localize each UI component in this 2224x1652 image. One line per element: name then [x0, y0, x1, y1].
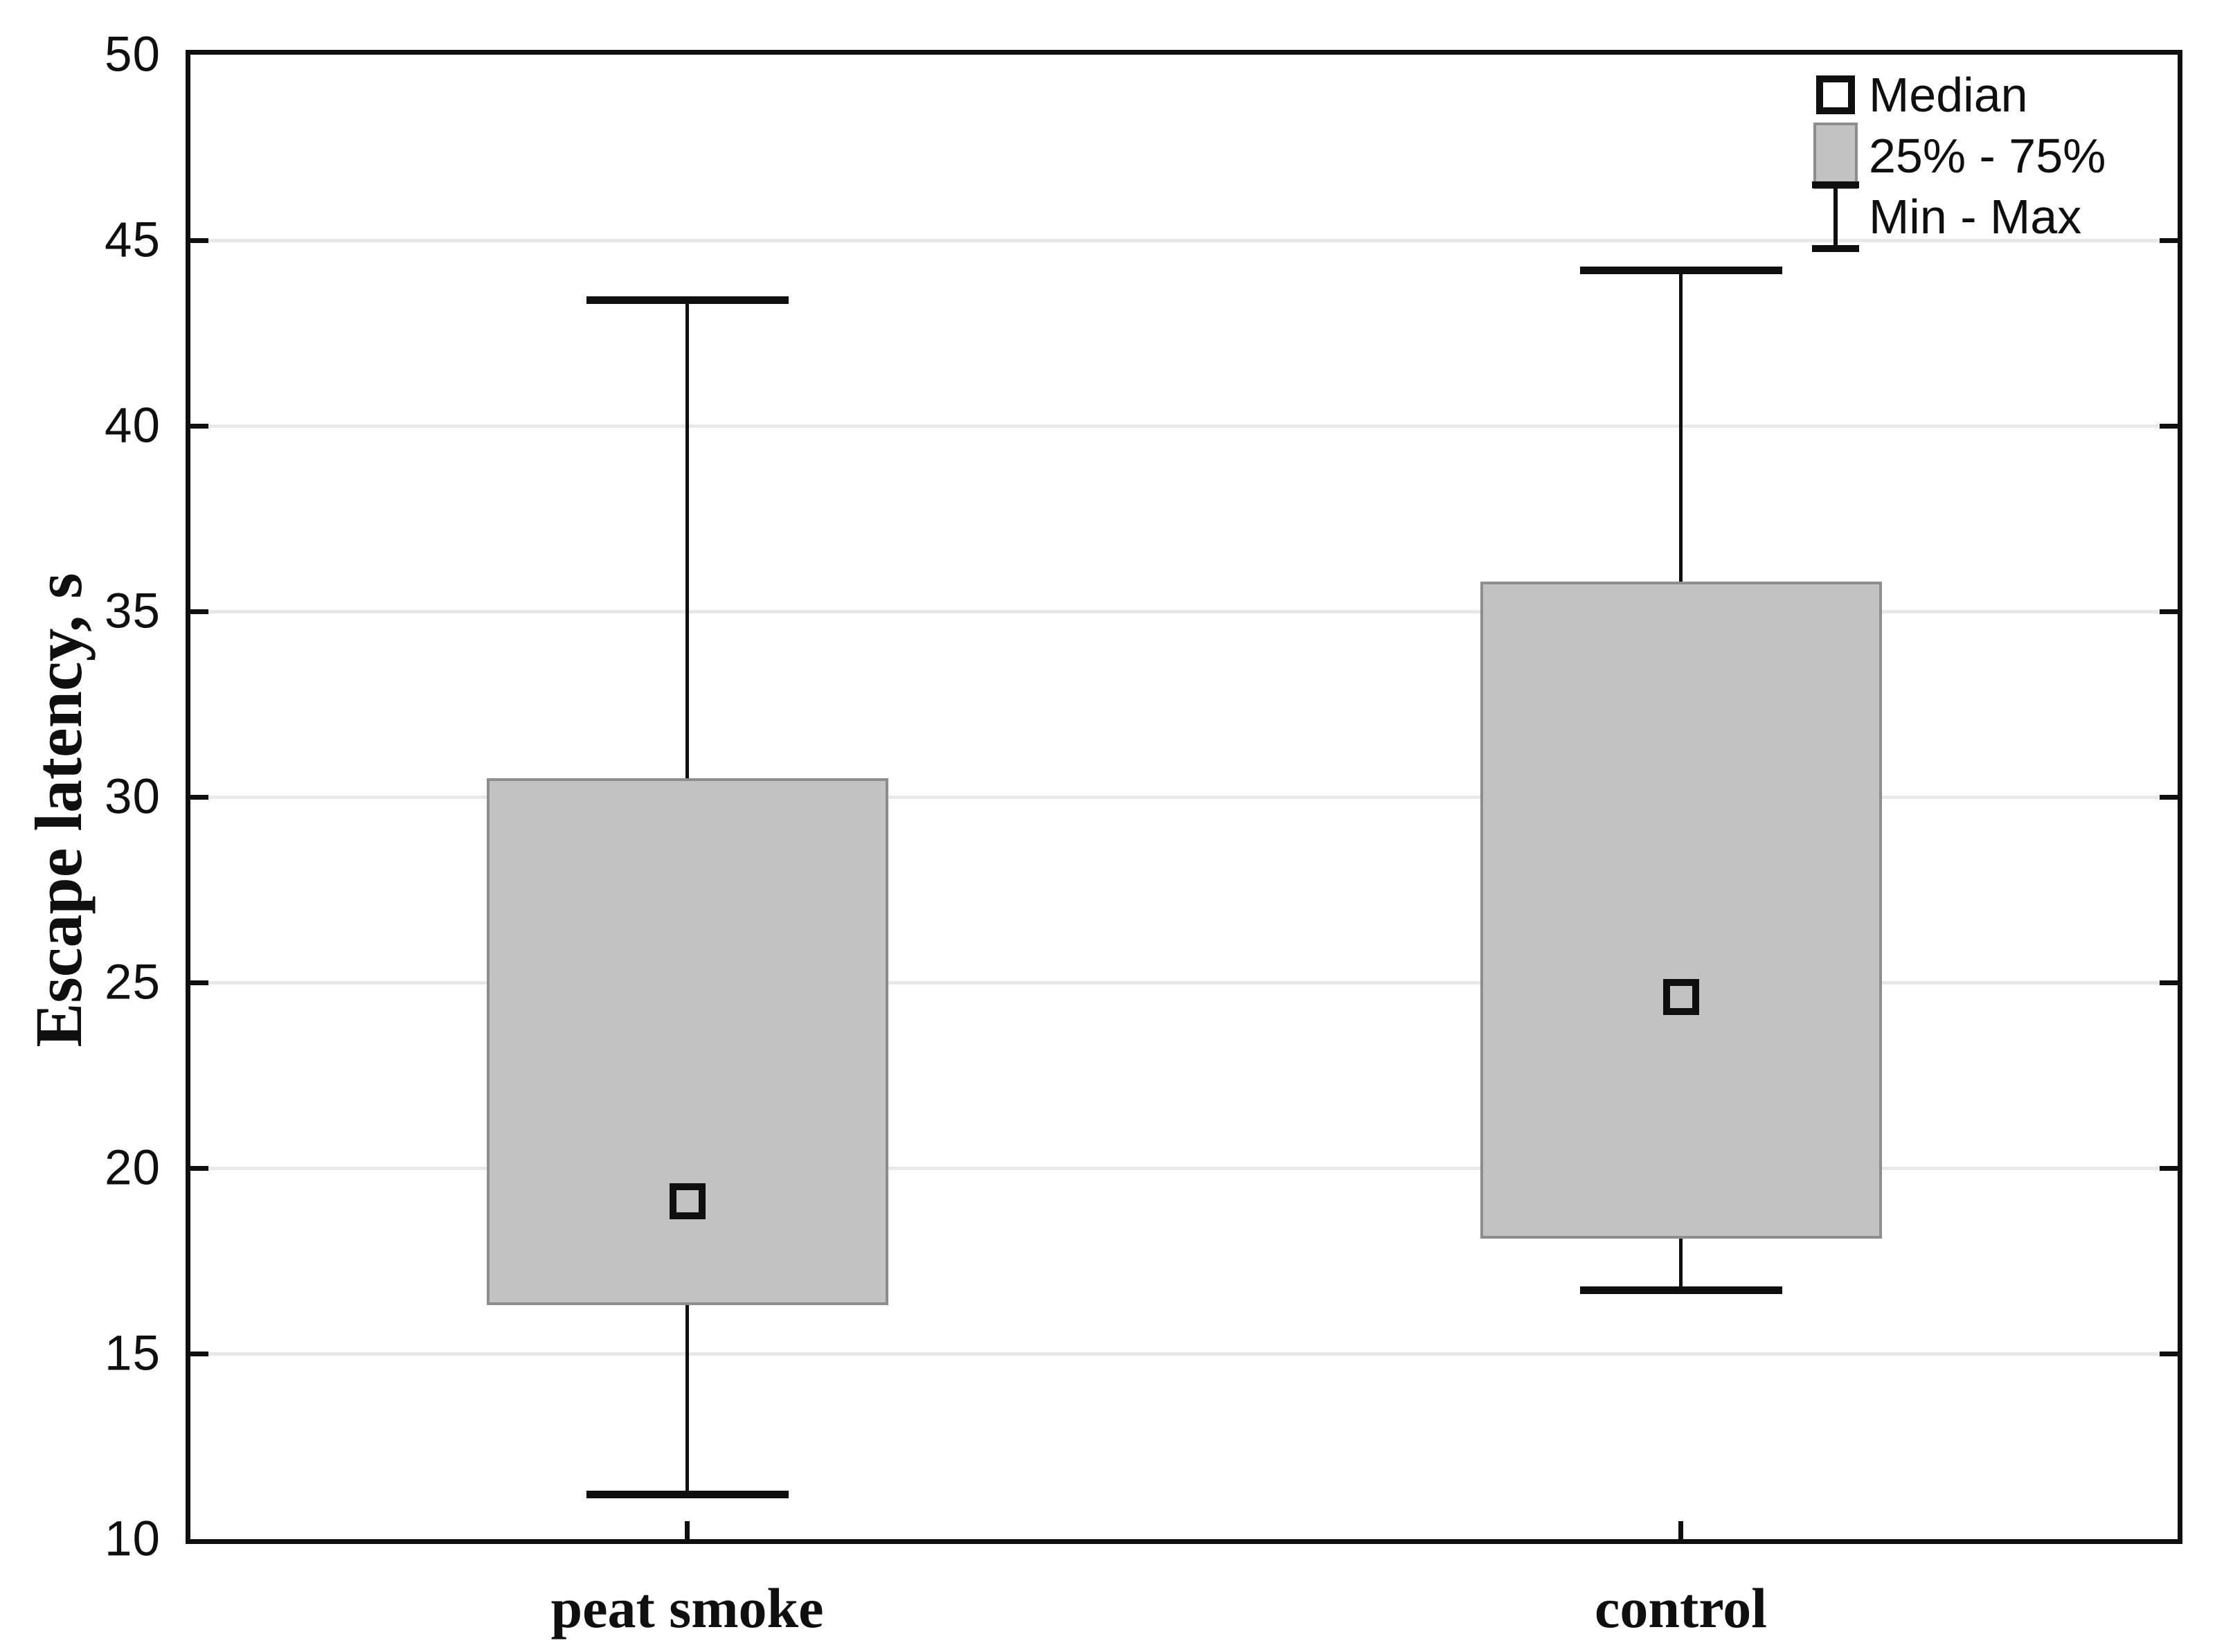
y-axis-tick-right-35	[2160, 609, 2178, 614]
median-marker-control	[1662, 979, 1699, 1016]
plot-inner-area	[190, 55, 2178, 1539]
gridline-y-20	[190, 1166, 2178, 1170]
legend-label-1: 25% - 75%	[1869, 129, 2106, 183]
legend-icon-cell-0	[1809, 75, 1862, 114]
y-tick-label-50: 50	[105, 27, 161, 82]
y-tick-label-10: 10	[105, 1511, 161, 1567]
y-axis-tick-right-25	[2160, 980, 2178, 985]
gridline-y-15	[190, 1352, 2178, 1356]
legend-item-1: 25% - 75%	[1809, 123, 2106, 189]
max-cap-peat-smoke	[586, 296, 789, 304]
y-axis-tick-right-20	[2160, 1165, 2178, 1171]
median-marker-peat-smoke	[669, 1183, 706, 1220]
x-axis-tick-peat-smoke	[685, 1521, 690, 1539]
y-axis-tick-right-15	[2160, 1351, 2178, 1356]
x-axis-tick-control	[1678, 1521, 1683, 1539]
y-tick-label-30: 30	[105, 769, 161, 825]
plot-area: Median 25% - 75% Min - Max	[186, 50, 2182, 1544]
gridline-y-45	[190, 238, 2178, 242]
gridline-y-40	[190, 424, 2178, 428]
upper-whisker-peat-smoke	[685, 299, 689, 779]
y-axis-tick-right-30	[2160, 794, 2178, 800]
gridline-y-35	[190, 609, 2178, 613]
legend: Median 25% - 75% Min - Max	[1809, 64, 2106, 252]
min-max-whisker-icon	[1812, 181, 1859, 252]
y-tick-label-20: 20	[105, 1140, 161, 1196]
lower-whisker-control	[1679, 1238, 1683, 1291]
gridline-y-25	[190, 980, 2178, 985]
legend-icon-cell-2	[1809, 181, 1862, 252]
y-tick-label-15: 15	[105, 1326, 161, 1381]
y-axis-tick-right-45	[2160, 237, 2178, 243]
y-tick-label-45: 45	[105, 213, 161, 268]
y-tick-label-25: 25	[105, 955, 161, 1010]
y-tick-label-40: 40	[105, 398, 161, 454]
y-axis-tick-left-35	[190, 609, 208, 614]
y-axis-tick-left-20	[190, 1165, 208, 1171]
category-label-control: control	[1594, 1577, 1768, 1640]
upper-whisker-control	[1679, 269, 1683, 582]
min-cap-peat-smoke	[586, 1490, 789, 1498]
legend-item-0: Median	[1809, 64, 2106, 125]
lower-whisker-peat-smoke	[685, 1305, 689, 1495]
y-axis-tick-left-15	[190, 1351, 208, 1356]
gridline-y-30	[190, 795, 2178, 799]
iqr-box-control	[1480, 582, 1882, 1239]
y-axis-tick-left-45	[190, 237, 208, 243]
y-axis-tick-right-40	[2160, 423, 2178, 429]
min-max-line	[1833, 181, 1838, 252]
y-axis-tick-left-25	[190, 980, 208, 985]
max-cap-control	[1579, 266, 1782, 274]
median-square-icon	[1816, 75, 1855, 114]
legend-item-2: Min - Max	[1809, 181, 2106, 252]
category-label-peat-smoke: peat smoke	[550, 1577, 824, 1640]
y-axis-tick-left-30	[190, 794, 208, 800]
legend-label-2: Min - Max	[1869, 190, 2082, 244]
legend-label-0: Median	[1869, 68, 2028, 122]
min-cap-control	[1579, 1286, 1782, 1294]
y-tick-label-35: 35	[105, 584, 161, 639]
y-axis-tick-left-40	[190, 423, 208, 429]
